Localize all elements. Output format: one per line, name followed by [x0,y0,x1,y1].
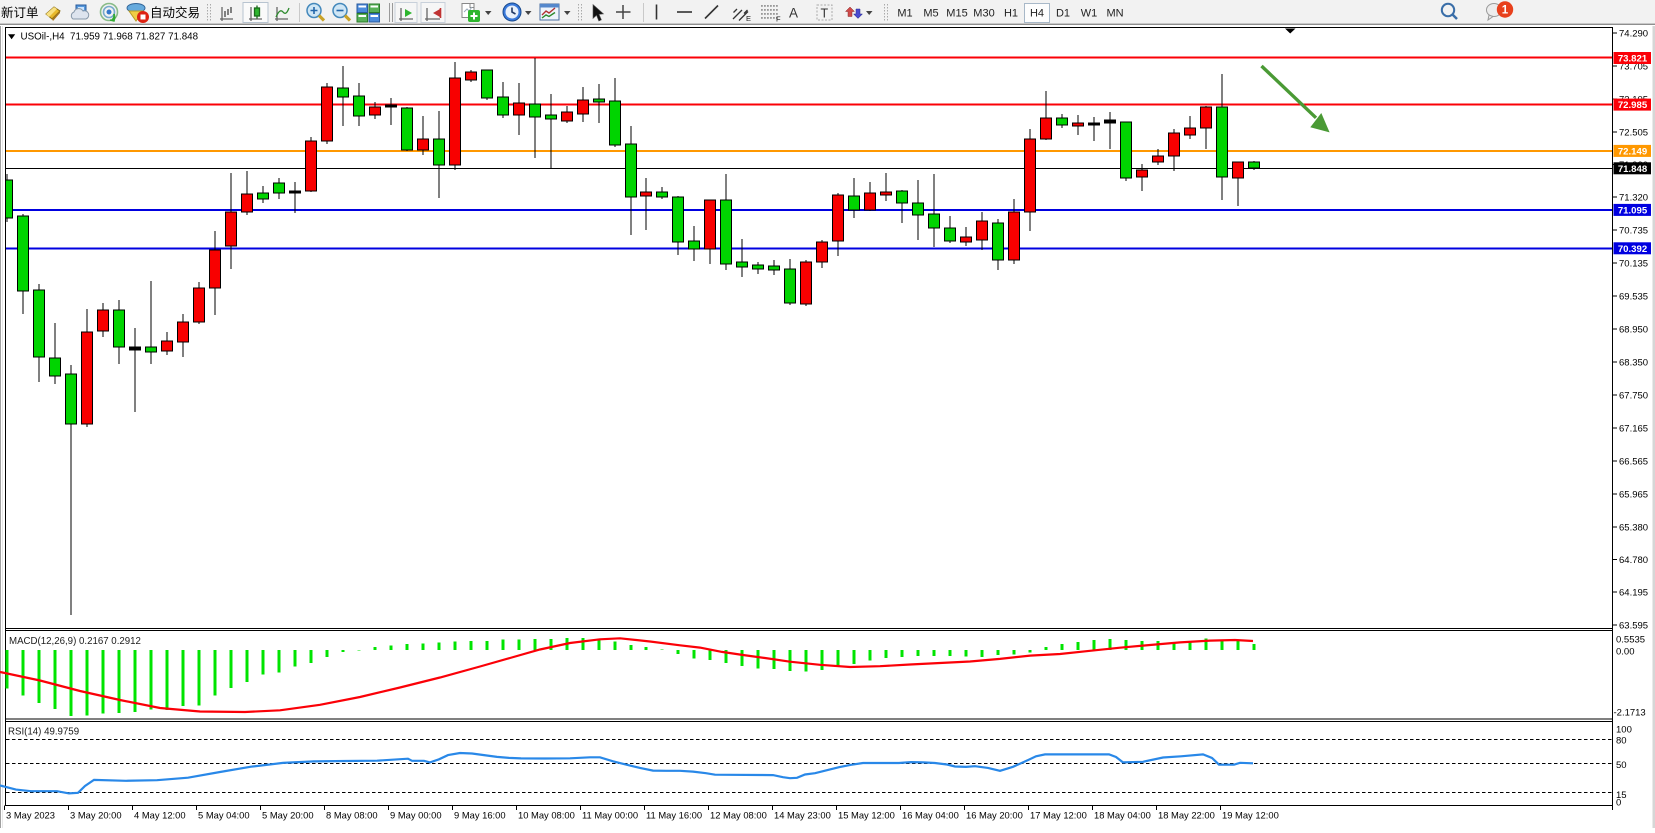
svg-text:0: 0 [1616,797,1621,808]
svg-text:63.595: 63.595 [1619,620,1648,631]
svg-text:9 May 00:00: 9 May 00:00 [390,810,442,821]
svg-text:73.821: 73.821 [1618,54,1648,65]
svg-text:1: 1 [1502,5,1509,17]
svg-text:4 May 12:00: 4 May 12:00 [134,810,186,821]
svg-text:M15: M15 [946,8,967,20]
svg-text:新订单: 新订单 [1,5,39,20]
svg-text:70.135: 70.135 [1619,258,1648,269]
svg-text:72.505: 72.505 [1619,127,1648,138]
svg-text:12 May 08:00: 12 May 08:00 [710,810,767,821]
svg-text:65.965: 65.965 [1619,489,1648,500]
svg-text:RSI(14) 49.9759: RSI(14) 49.9759 [8,727,79,738]
svg-text:M30: M30 [973,8,994,20]
svg-text:11 May 00:00: 11 May 00:00 [582,810,638,821]
svg-text:9 May 16:00: 9 May 16:00 [454,810,506,821]
svg-text:5 May 04:00: 5 May 04:00 [198,810,250,821]
svg-text:17 May 12:00: 17 May 12:00 [1030,810,1087,821]
svg-text:自动交易: 自动交易 [150,5,200,20]
svg-text:66.565: 66.565 [1619,456,1648,467]
svg-text:0.00: 0.00 [1616,647,1635,658]
svg-text:8 May 08:00: 8 May 08:00 [326,810,378,821]
svg-text:M1: M1 [897,8,912,20]
svg-text:5 May 20:00: 5 May 20:00 [262,810,314,821]
svg-text:69.535: 69.535 [1619,291,1648,302]
svg-text:68.350: 68.350 [1619,357,1648,368]
svg-text:72.149: 72.149 [1618,147,1647,158]
svg-text:18 May 04:00: 18 May 04:00 [1094,810,1151,821]
svg-text:64.780: 64.780 [1619,555,1648,566]
svg-text:10 May 08:00: 10 May 08:00 [518,810,575,821]
svg-text:D1: D1 [1056,8,1070,20]
svg-text:14 May 23:00: 14 May 23:00 [774,810,831,821]
svg-text:70.392: 70.392 [1618,244,1647,255]
svg-text:-2.1713: -2.1713 [1614,708,1646,719]
svg-text:16 May 20:00: 16 May 20:00 [966,810,1023,821]
svg-text:67.750: 67.750 [1619,390,1648,401]
svg-text:64.195: 64.195 [1619,587,1648,598]
svg-text:15 May 12:00: 15 May 12:00 [838,810,895,821]
svg-text:A: A [789,6,798,21]
svg-text:F: F [776,15,781,24]
svg-text:74.290: 74.290 [1619,28,1648,39]
svg-text:16 May 04:00: 16 May 04:00 [902,810,959,821]
svg-text:3 May 20:00: 3 May 20:00 [70,810,122,821]
svg-text:W1: W1 [1081,8,1098,20]
svg-text:65.380: 65.380 [1619,522,1648,533]
svg-text:72.985: 72.985 [1618,100,1648,111]
svg-text:MACD(12,26,9) 0.2167 0.2912: MACD(12,26,9) 0.2167 0.2912 [9,636,141,647]
svg-text:0.5535: 0.5535 [1616,635,1645,646]
svg-text:MN: MN [1106,8,1123,20]
svg-text:71.095: 71.095 [1618,206,1648,217]
svg-text:18 May 22:00: 18 May 22:00 [1158,810,1215,821]
svg-text:68.950: 68.950 [1619,324,1648,335]
svg-text:E: E [746,14,751,23]
svg-text:80: 80 [1616,735,1627,746]
svg-text:70.735: 70.735 [1619,225,1648,236]
svg-text:19 May 12:00: 19 May 12:00 [1222,810,1279,821]
svg-text:M5: M5 [923,8,938,20]
svg-text:H1: H1 [1004,8,1018,20]
svg-text:67.165: 67.165 [1619,423,1648,434]
svg-text:71.320: 71.320 [1619,192,1648,203]
svg-text:T: T [821,7,829,21]
svg-text:100: 100 [1616,724,1632,735]
svg-text:71.848: 71.848 [1618,164,1648,175]
svg-text:H4: H4 [1030,8,1044,20]
svg-text:50: 50 [1616,760,1627,771]
svg-text:11 May 16:00: 11 May 16:00 [646,810,702,821]
svg-text:USOil-,H4 71.959 71.968 71.82: USOil-,H4 71.959 71.968 71.827 71.848 [21,32,199,43]
svg-text:3 May 2023: 3 May 2023 [6,810,55,821]
